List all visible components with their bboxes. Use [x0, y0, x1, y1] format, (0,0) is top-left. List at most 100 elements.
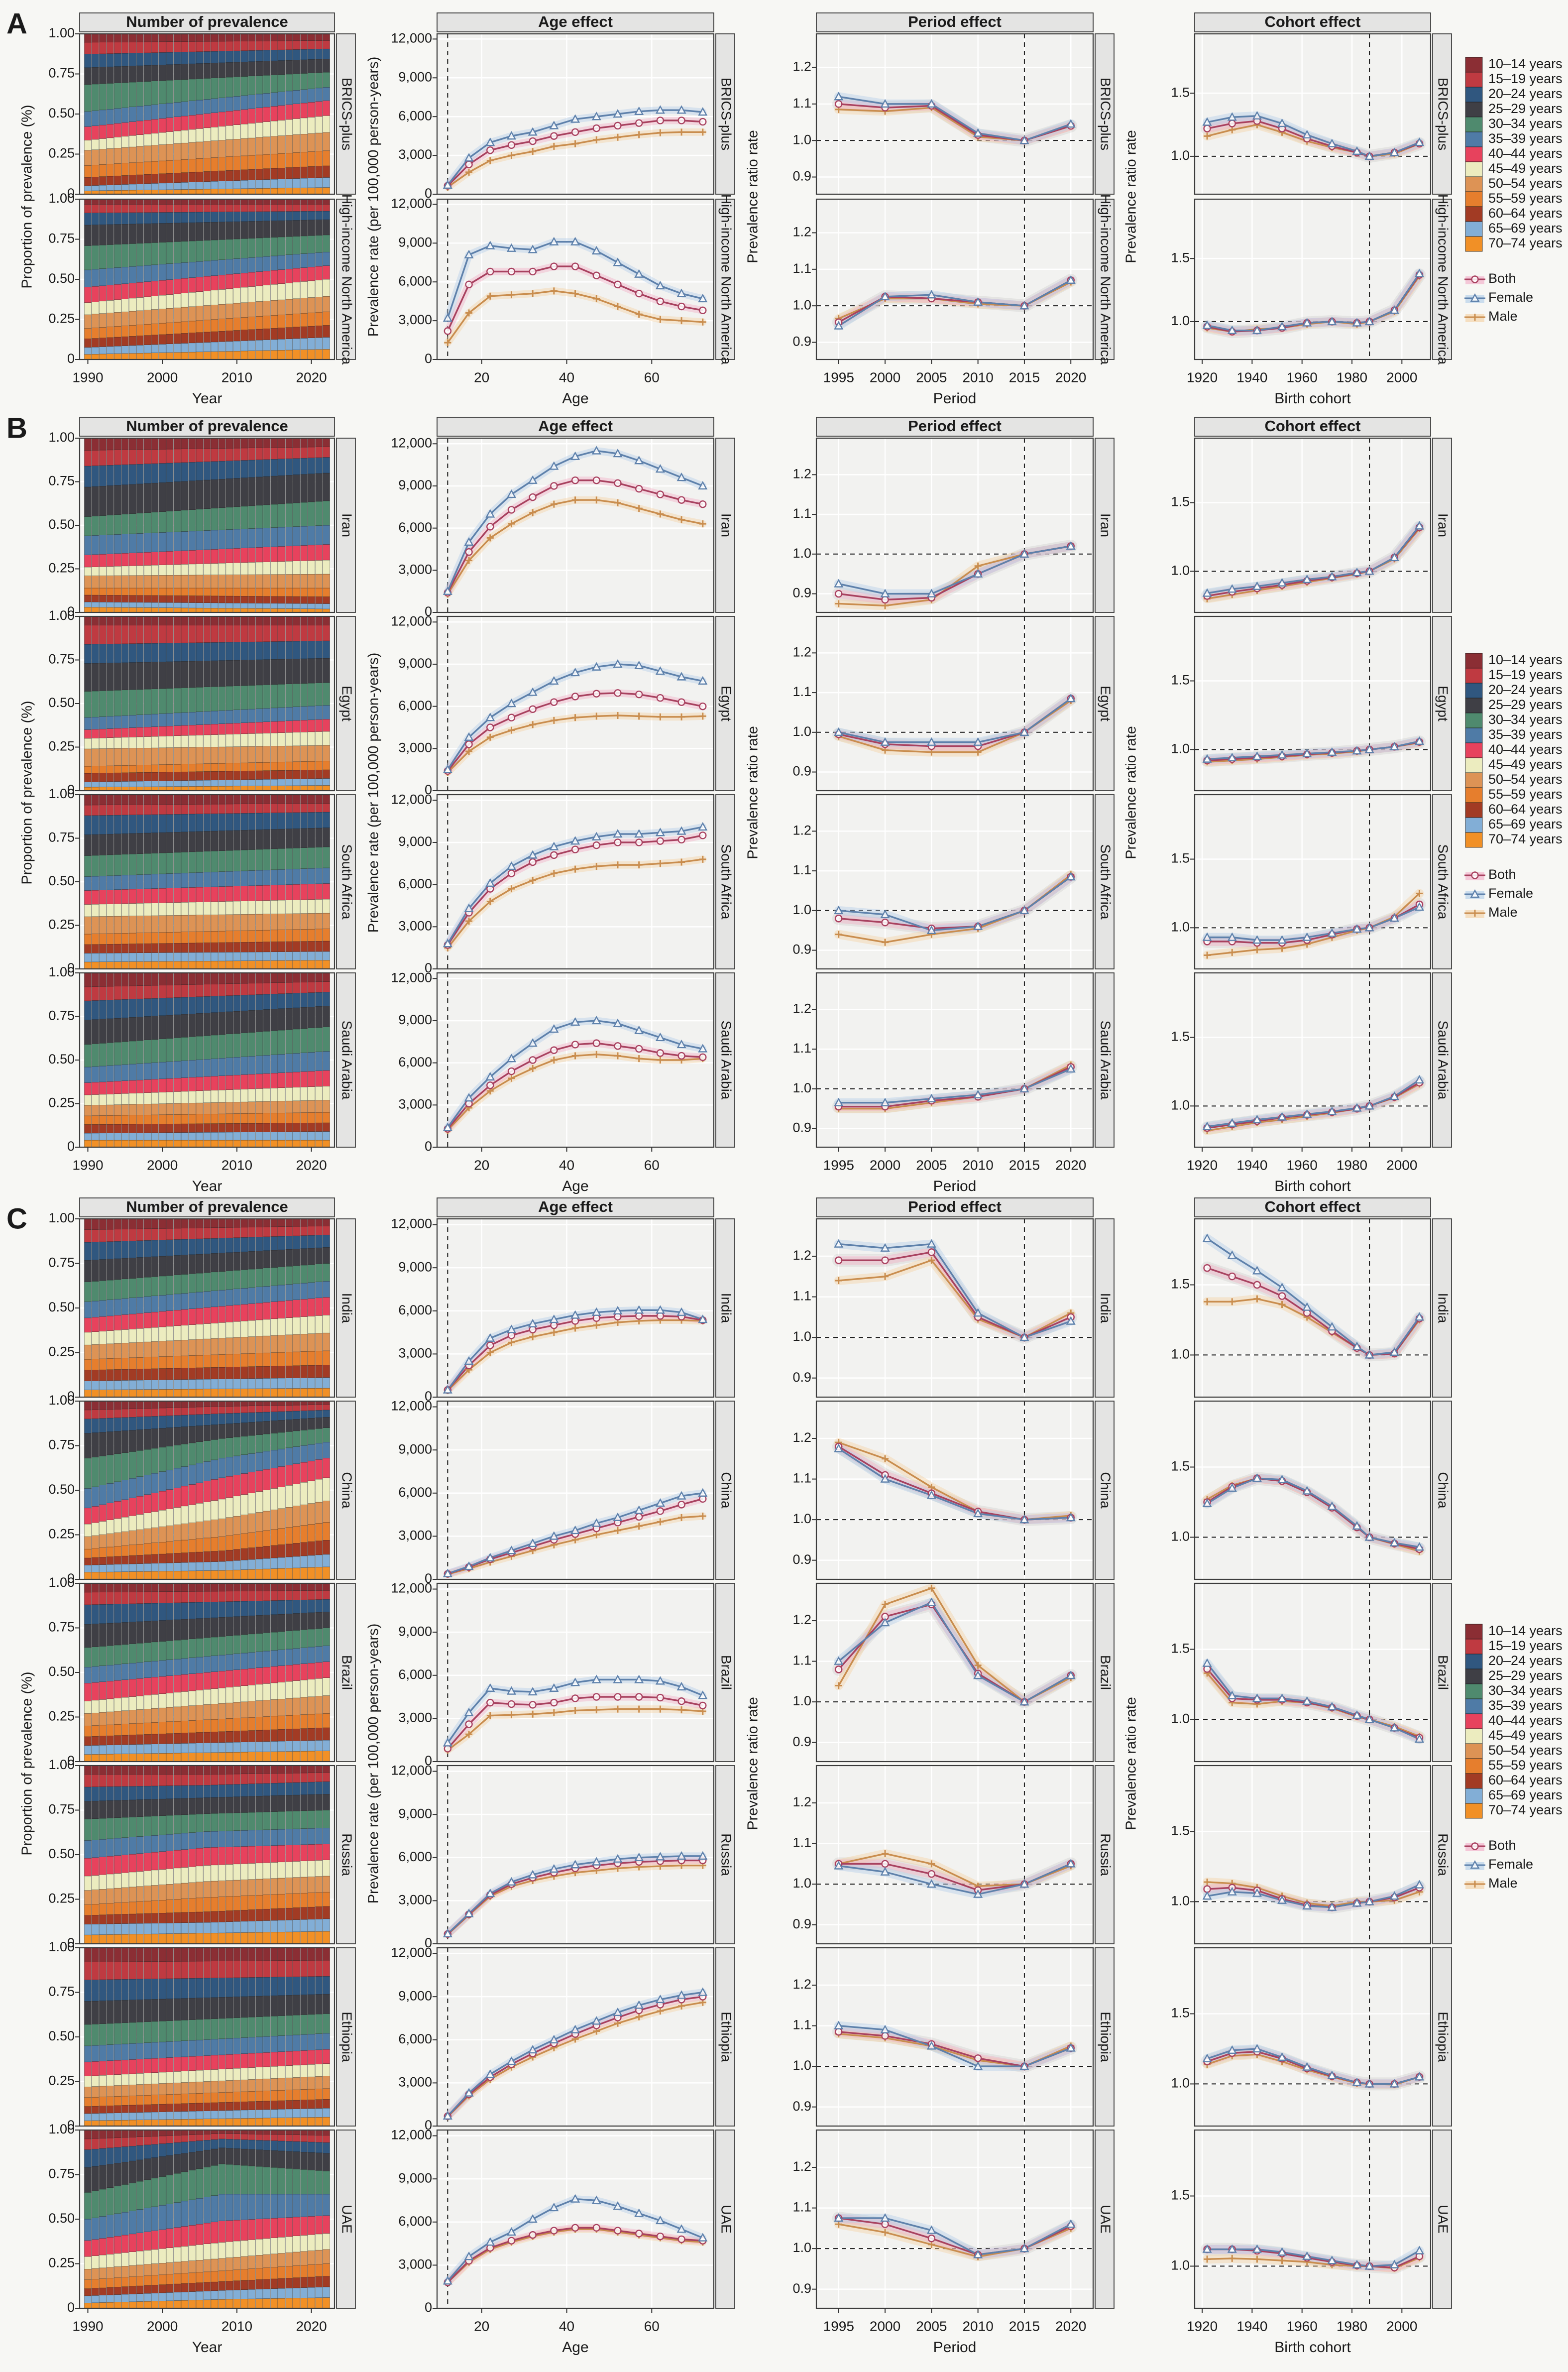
facet-strip — [1095, 199, 1115, 360]
facet-strip-label: UAE — [1436, 2205, 1451, 2234]
panel-background — [437, 2130, 714, 2308]
y-tick-label: 6,000 — [398, 273, 432, 288]
stacked-bar-chart — [84, 1947, 330, 2127]
legend-age-label: 15–19 years — [1488, 71, 1563, 86]
facet-strip-label: South Africa — [1436, 844, 1451, 920]
facet-strip — [715, 972, 735, 1148]
column-header-title: Cohort effect — [1265, 1198, 1361, 1215]
y-axis-title: Prevalence rate (per 100,000 person-year… — [366, 1624, 382, 1904]
legend-age-label: 40–44 years — [1488, 1713, 1563, 1728]
y-tick-label: 1.1 — [792, 1041, 811, 1056]
column-header-title: Age effect — [538, 417, 613, 435]
y-tick-label: 12,000 — [391, 1216, 432, 1231]
facet-strip — [1432, 1765, 1452, 1944]
facet-strip — [336, 794, 356, 969]
y-tick-label: 0.50 — [48, 106, 75, 120]
y-tick-label: 3,000 — [398, 312, 432, 327]
panel-border — [1194, 1947, 1432, 2127]
x-tick-label: 2005 — [916, 369, 947, 385]
panel-border — [815, 2129, 1094, 2309]
x-tick-label: 1920 — [1187, 369, 1218, 385]
facet-strip-label: Ethiopia — [339, 2012, 355, 2062]
x-axis-title: Age — [562, 1178, 588, 1194]
y-tick-label: 0.75 — [48, 1802, 75, 1817]
cohort-effect-chart — [1201, 1658, 1426, 1745]
legend-age-label: 25–29 years — [1488, 697, 1563, 712]
legend-age-label: 15–19 years — [1488, 1638, 1563, 1653]
panel-background — [1195, 34, 1431, 194]
y-tick-label: 0 — [425, 1139, 432, 1154]
y-tick-label: 1.00 — [48, 786, 75, 801]
panel-border — [815, 615, 1094, 792]
panel-background — [1195, 2130, 1431, 2308]
column-header — [79, 1197, 335, 1217]
y-tick-label: 9,000 — [398, 1624, 432, 1639]
y-tick-label: 0.25 — [48, 2073, 75, 2088]
y-tick-label: 12,000 — [391, 1763, 432, 1778]
y-tick-label: 0.50 — [48, 1482, 75, 1497]
y-tick-label: 1.1 — [792, 261, 811, 276]
y-tick-label: 12,000 — [391, 435, 432, 450]
legend-age-label: 50–54 years — [1488, 176, 1563, 191]
legend-age-label: 65–69 years — [1488, 817, 1563, 831]
facet-strip — [715, 1218, 735, 1398]
y-tick-label: 1.00 — [48, 1757, 75, 1772]
y-tick-label: 0.25 — [48, 146, 75, 161]
facet-strip — [1095, 438, 1115, 613]
x-tick-label: 1980 — [1337, 1157, 1367, 1173]
y-tick-label: 12,000 — [391, 792, 432, 807]
y-axis-title: Prevalence ratio rate — [1123, 130, 1139, 263]
facet-strip-label: UAE — [719, 2205, 734, 2234]
column-header — [437, 12, 714, 32]
period-effect-chart — [832, 92, 1078, 147]
x-tick-label: 1990 — [72, 2318, 103, 2334]
y-tick-label: 1.00 — [48, 1210, 75, 1225]
y-tick-label: 6,000 — [398, 2031, 432, 2046]
legend-age-label: 20–24 years — [1488, 682, 1563, 697]
panel-border — [436, 1947, 715, 2127]
y-tick-label: 1.5 — [1171, 1823, 1190, 1838]
y-tick-label: 12,000 — [391, 1399, 432, 1414]
y-tick-label: 0.75 — [48, 652, 75, 667]
y-tick-label: 0.25 — [48, 311, 75, 326]
y-tick-label: 1.00 — [48, 2122, 75, 2136]
facet-strip — [336, 1583, 356, 1762]
y-tick-label: 0.9 — [792, 1916, 811, 1931]
y-tick-label: 1.5 — [1171, 2188, 1190, 2203]
age-effect-chart — [443, 822, 708, 952]
y-tick-label: 1.0 — [1171, 313, 1190, 328]
y-tick-label: 6,000 — [398, 108, 432, 123]
cohort-effect-chart — [1201, 521, 1426, 603]
y-tick-label: 1.5 — [1171, 2006, 1190, 2020]
facet-strip-label: BRICS-plus — [1098, 78, 1114, 150]
y-tick-label: 1.2 — [792, 1430, 811, 1445]
y-tick-label: 0.50 — [48, 1052, 75, 1067]
column-header-title: Age effect — [538, 1198, 613, 1215]
y-tick-label: 12,000 — [391, 1581, 432, 1596]
column-header-title: Number of prevalence — [126, 1198, 288, 1215]
legend-sex-label: Female — [1488, 886, 1533, 901]
facet-strip — [1095, 1947, 1115, 2127]
facet-strip-label: Brazil — [339, 1655, 355, 1690]
column-header-title: Cohort effect — [1265, 417, 1361, 435]
x-tick-label: 1960 — [1287, 1157, 1318, 1173]
facet-strip — [1432, 1401, 1452, 1580]
legend-age-label: 10–14 years — [1488, 56, 1563, 71]
panel-border — [436, 437, 715, 613]
y-tick-label: 9,000 — [398, 834, 432, 849]
y-tick-label: 1.0 — [792, 297, 811, 312]
legend-age-groups — [1465, 653, 1483, 848]
facet-strip-label: Egypt — [339, 686, 355, 721]
y-tick-label: 0.9 — [792, 1120, 811, 1135]
facet-strip-label: India — [719, 1293, 734, 1323]
y-tick-label: 3,000 — [398, 1710, 432, 1725]
stacked-bar-chart — [84, 1765, 330, 1944]
y-tick-label: 1.0 — [1171, 1529, 1190, 1544]
facet-strip-label: Brazil — [1098, 1655, 1114, 1690]
y-tick-label: 6,000 — [398, 1303, 432, 1317]
y-tick-label: 0 — [425, 604, 432, 619]
y-tick-label: 1.5 — [1171, 851, 1190, 866]
x-tick-label: 1960 — [1287, 2318, 1318, 2334]
period-effect-chart — [832, 1438, 1078, 1527]
y-tick-label: 0 — [67, 351, 75, 366]
